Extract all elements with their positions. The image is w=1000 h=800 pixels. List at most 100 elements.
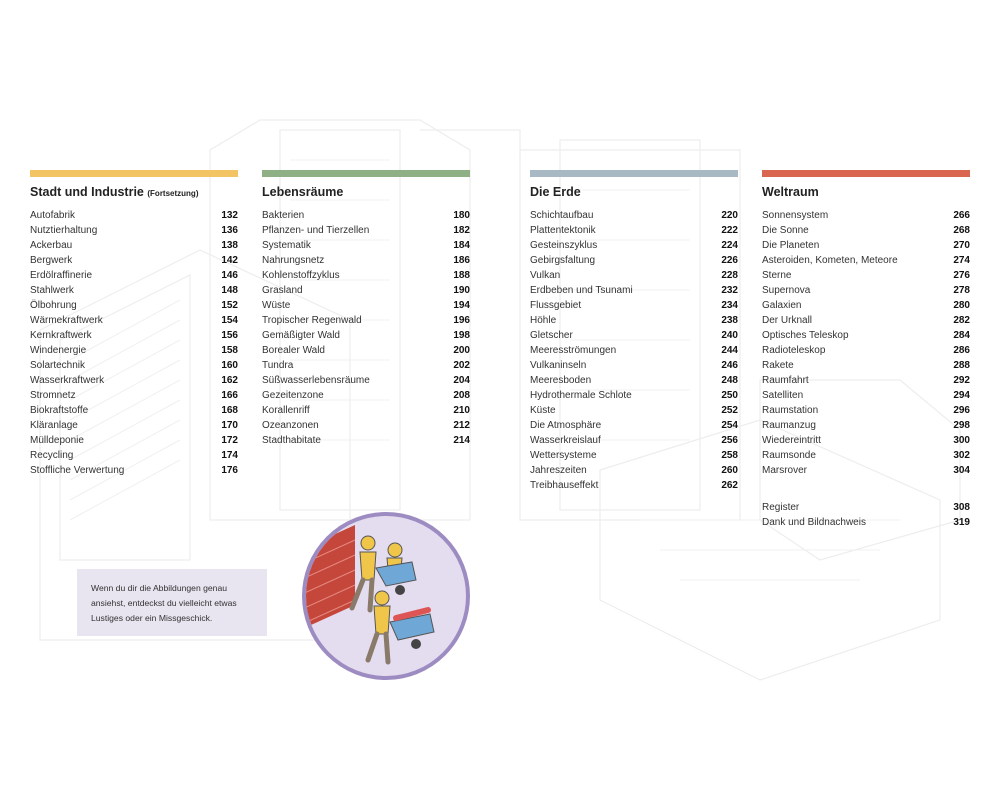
toc-entry-label: Stahlwerk — [30, 285, 74, 296]
toc-entry-page-number: 180 — [453, 210, 470, 221]
toc-entry: Korallenriff 210 — [262, 403, 470, 418]
toc-entry: Stoffliche Verwertung 176 — [30, 463, 238, 478]
toc-entry-label: Systematik — [262, 240, 311, 251]
toc-entry-label: Dank und Bildnachweis — [762, 517, 866, 528]
toc-entry: Asteroiden, Kometen, Meteore 274 — [762, 253, 970, 268]
toc-entry-label: Gemäßigter Wald — [262, 330, 340, 341]
toc-entry: Nahrungsnetz 186 — [262, 253, 470, 268]
toc-entry-label: Die Sonne — [762, 225, 809, 236]
toc-entry-label: Kläranlage — [30, 420, 78, 431]
section-color-bar — [30, 170, 238, 177]
toc-entry: Optisches Teleskop 284 — [762, 328, 970, 343]
toc-entry-label: Süßwasserlebensräume — [262, 375, 370, 386]
toc-entry-label: Kernkraftwerk — [30, 330, 92, 341]
toc-entry-page-number: 152 — [221, 300, 238, 311]
toc-entry-label: Stromnetz — [30, 390, 76, 401]
toc-entry-label: Gesteinszyklus — [530, 240, 598, 251]
toc-entry-label: Meeresströmungen — [530, 345, 617, 356]
toc-entry-page-number: 278 — [953, 285, 970, 296]
section-title: Lebensräume — [262, 185, 470, 199]
toc-entry-page-number: 182 — [453, 225, 470, 236]
toc-entry-page-number: 296 — [953, 405, 970, 416]
toc-entry-page-number: 226 — [721, 255, 738, 266]
toc-entry-page-number: 282 — [953, 315, 970, 326]
toc-entry: Wasserkraftwerk 162 — [30, 373, 238, 388]
section-color-bar — [262, 170, 470, 177]
toc-entry: Bergwerk 142 — [30, 253, 238, 268]
toc-entry-list: Schichtaufbau 220 Plattentektonik 222 Gestei… — [530, 208, 738, 493]
toc-entry-label: Mülldeponie — [30, 435, 84, 446]
toc-section-stadt-und-industrie: Stadt und Industrie (Fortsetzung) Autofa… — [30, 170, 238, 478]
toc-entry-page-number: 204 — [453, 375, 470, 386]
toc-entry-label: Korallenriff — [262, 405, 310, 416]
toc-entry-label: Der Urknall — [762, 315, 813, 326]
toc-entry-label: Stadthabitate — [262, 435, 321, 446]
toc-entry: Die Planeten 270 — [762, 238, 970, 253]
toc-entry: Stromnetz 166 — [30, 388, 238, 403]
toc-entry: Plattentektonik 222 — [530, 223, 738, 238]
toc-entry-page-number: 308 — [953, 502, 970, 513]
toc-entry-label: Erdölraffinerie — [30, 270, 93, 281]
toc-entry-page-number: 222 — [721, 225, 738, 236]
toc-entry-label: Nutztierhaltung — [30, 225, 98, 236]
toc-entry-page-number: 158 — [221, 345, 238, 356]
toc-entry-label: Hydrothermale Schlote — [530, 390, 632, 401]
toc-entry-label: Plattentektonik — [530, 225, 596, 236]
toc-entry: Meeresströmungen 244 — [530, 343, 738, 358]
toc-entry-page-number: 142 — [221, 255, 238, 266]
toc-entry: Raumstation 296 — [762, 403, 970, 418]
toc-entry-label: Ölbohrung — [30, 300, 77, 311]
toc-entry-label: Radioteleskop — [762, 345, 826, 356]
toc-entry: Ölbohrung 152 — [30, 298, 238, 313]
toc-entry: Erdbeben und Tsunami 232 — [530, 283, 738, 298]
toc-entry-label: Wasserkraftwerk — [30, 375, 105, 386]
toc-section-lebensraeume: Lebensräume Bakterien 180 Pflanzen- und Ti… — [262, 170, 470, 448]
toc-entry-label: Stoffliche Verwertung — [30, 465, 125, 476]
section-title-text: Die Erde — [530, 185, 581, 199]
toc-entry-page-number: 284 — [953, 330, 970, 341]
toc-entry: Systematik 184 — [262, 238, 470, 253]
toc-entry-page-number: 268 — [953, 225, 970, 236]
toc-entry: Vulkan 228 — [530, 268, 738, 283]
toc-entry-page-number: 160 — [221, 360, 238, 371]
toc-entry-label: Sterne — [762, 270, 792, 281]
toc-entry-page-number: 256 — [721, 435, 738, 446]
toc-entry-label: Borealer Wald — [262, 345, 325, 356]
section-color-bar — [530, 170, 738, 177]
toc-entry: Raumfahrt 292 — [762, 373, 970, 388]
toc-entry: Gletscher 240 — [530, 328, 738, 343]
toc-entry: Süßwasserlebensräume 204 — [262, 373, 470, 388]
toc-entry-page-number: 162 — [221, 375, 238, 386]
toc-entry-page-number: 302 — [953, 450, 970, 461]
toc-entry-label: Gletscher — [530, 330, 573, 341]
toc-entry-label: Bergwerk — [30, 255, 73, 266]
toc-entry-label: Die Planeten — [762, 240, 820, 251]
toc-entry-page-number: 234 — [721, 300, 738, 311]
toc-entry-page-number: 214 — [453, 435, 470, 446]
spacer — [762, 478, 970, 500]
toc-entry-label: Supernova — [762, 285, 811, 296]
toc-entry-page-number: 170 — [221, 420, 238, 431]
toc-entry-label: Galaxien — [762, 300, 802, 311]
toc-entry-label: Ozeanzonen — [262, 420, 319, 431]
toc-entry-label: Vulkan — [530, 270, 561, 281]
toc-entry-page-number: 228 — [721, 270, 738, 281]
toc-entry: Gezeitenzone 208 — [262, 388, 470, 403]
toc-entry-label: Vulkaninseln — [530, 360, 587, 371]
hint-note-text: Wenn du dir die Abbildungen genau ansieh… — [91, 583, 237, 623]
toc-extra-entry-list: Register 308 Dank und Bildnachweis 319 — [762, 500, 970, 530]
toc-entry-label: Raumfahrt — [762, 375, 809, 386]
toc-entry: Die Atmosphäre 254 — [530, 418, 738, 433]
toc-entry: Bakterien 180 — [262, 208, 470, 223]
toc-entry: Jahreszeiten 260 — [530, 463, 738, 478]
toc-entry-page-number: 270 — [953, 240, 970, 251]
toc-entry-page-number: 294 — [953, 390, 970, 401]
section-title: Die Erde — [530, 185, 738, 199]
toc-entry: Raumanzug 298 — [762, 418, 970, 433]
toc-entry-page-number: 254 — [721, 420, 738, 431]
toc-entry-label: Tundra — [262, 360, 294, 371]
toc-entry-page-number: 248 — [721, 375, 738, 386]
toc-entry-label: Satelliten — [762, 390, 804, 401]
toc-entry-label: Raumanzug — [762, 420, 816, 431]
toc-entry-page-number: 252 — [721, 405, 738, 416]
